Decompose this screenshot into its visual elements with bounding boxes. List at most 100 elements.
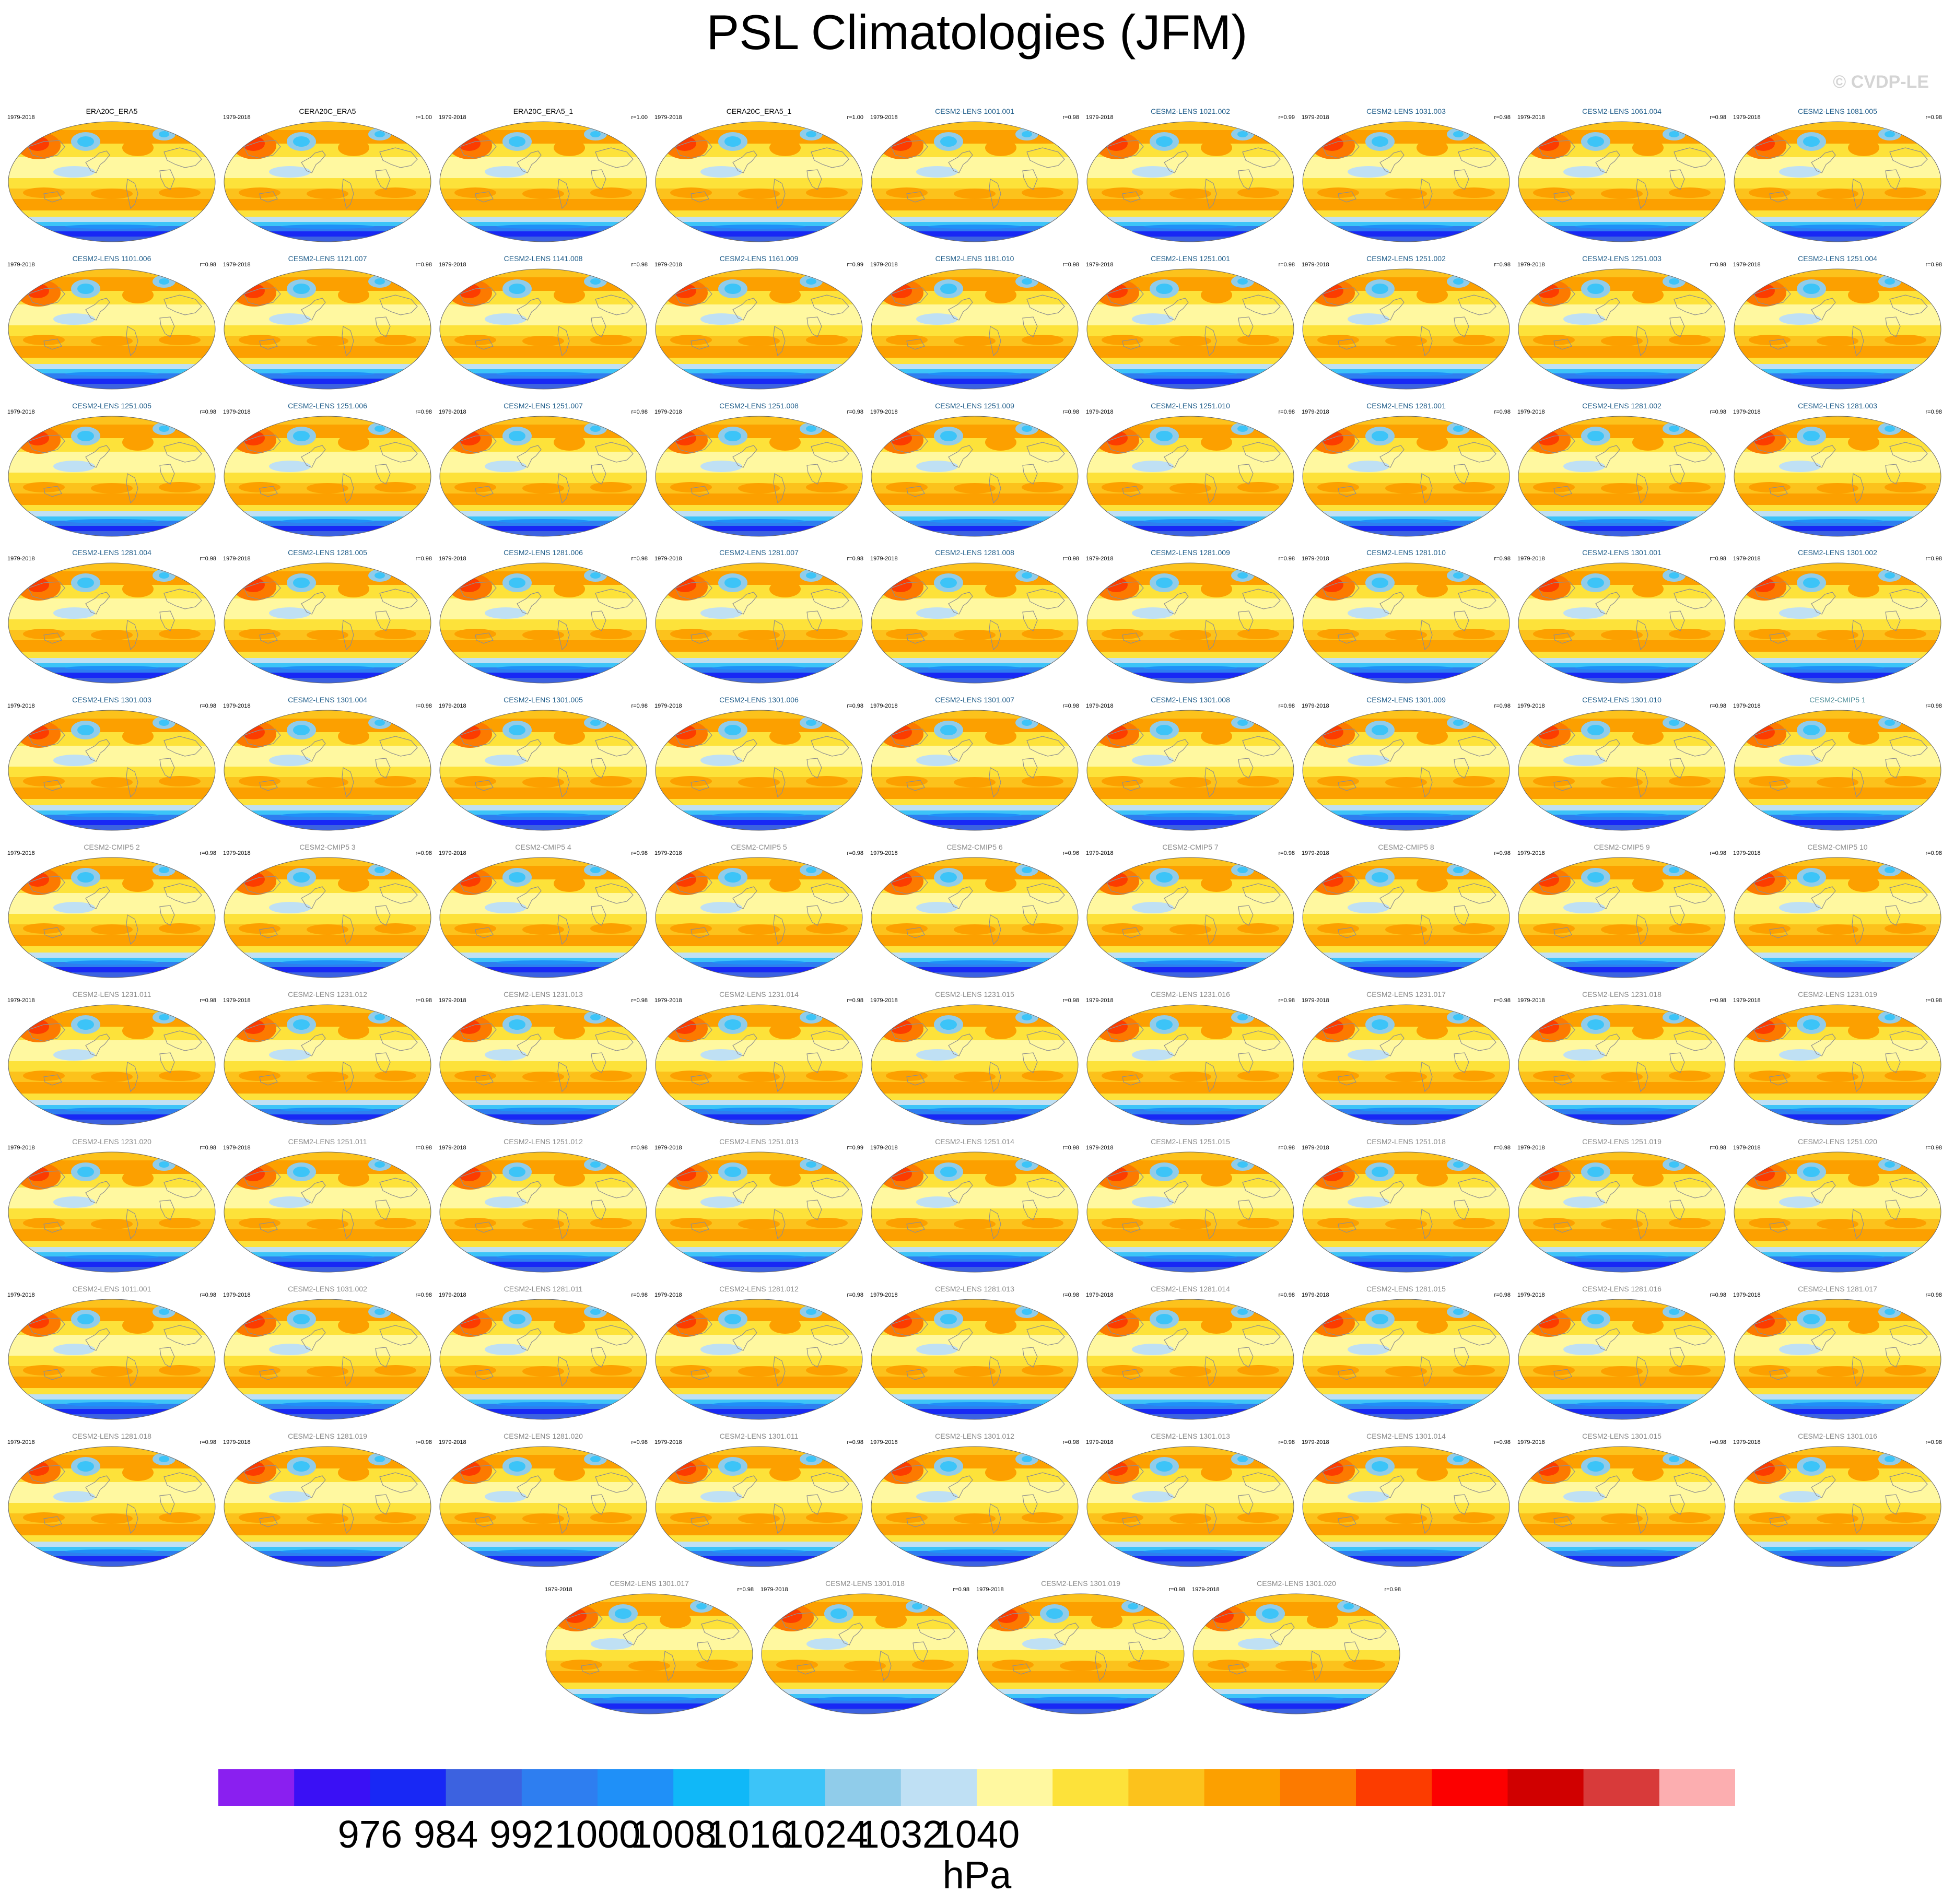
psl-map bbox=[8, 857, 216, 978]
panel-title: CESM2-CMIP5 1 bbox=[1809, 696, 1866, 704]
panel-title: CESM2-LENS 1251.011 bbox=[288, 1137, 367, 1146]
panel-correlation: r=0.98 bbox=[847, 1292, 864, 1298]
panel-title: CESM2-LENS 1231.015 bbox=[935, 990, 1014, 998]
map-panel: CESM2-CMIP5 4 1979-2018 r=0.98 bbox=[439, 843, 648, 980]
map-panel: CESM2-LENS 1251.009 1979-2018 r=0.98 bbox=[870, 402, 1079, 538]
panel-correlation: r=0.98 bbox=[415, 556, 432, 562]
psl-map bbox=[1086, 1151, 1294, 1273]
panel-title: CESM2-LENS 1281.010 bbox=[1366, 548, 1446, 557]
panel-correlation: r=0.98 bbox=[415, 1145, 432, 1151]
panel-title: CESM2-CMIP5 2 bbox=[84, 843, 140, 851]
map-panel: CESM2-CMIP5 2 1979-2018 r=0.98 bbox=[7, 843, 216, 980]
psl-map bbox=[224, 416, 431, 537]
panel-title: CESM2-LENS 1281.001 bbox=[1366, 402, 1446, 410]
panel-correlation: r=1.00 bbox=[415, 114, 432, 121]
panel-title: CESM2-LENS 1231.016 bbox=[1151, 990, 1230, 998]
map-panel: CESM2-LENS 1301.009 1979-2018 r=0.98 bbox=[1302, 696, 1511, 832]
psl-map bbox=[1086, 710, 1294, 831]
panel-title: CESM2-LENS 1081.005 bbox=[1798, 107, 1877, 115]
map-panel: CESM2-LENS 1251.020 1979-2018 r=0.98 bbox=[1733, 1137, 1942, 1274]
map-panel: CESM2-LENS 1231.012 1979-2018 r=0.98 bbox=[223, 990, 432, 1127]
panel-title: CESM2-LENS 1251.003 bbox=[1582, 254, 1662, 263]
panel-title: CESM2-LENS 1281.005 bbox=[288, 548, 367, 557]
colorbar-labels: 976 984 992 1000 1008 1016 1024 1032 1040 bbox=[0, 1812, 1954, 1859]
colorbar-tick-label: 1032 bbox=[858, 1813, 944, 1856]
psl-map bbox=[1086, 1004, 1294, 1125]
panel-period: 1979-2018 bbox=[439, 1145, 466, 1151]
panel-period: 1979-2018 bbox=[1733, 703, 1761, 709]
psl-map bbox=[655, 1299, 863, 1420]
panel-correlation: r=0.98 bbox=[1925, 1439, 1943, 1445]
panel-title: CESM2-LENS 1251.014 bbox=[935, 1137, 1014, 1146]
colorbar-segment bbox=[1507, 1769, 1584, 1806]
map-panel: CESM2-LENS 1281.020 1979-2018 r=0.98 bbox=[439, 1432, 648, 1569]
psl-map bbox=[439, 268, 647, 390]
panel-period: 1979-2018 bbox=[223, 262, 251, 268]
panel-period: 1979-2018 bbox=[7, 703, 35, 709]
map-panel: CESM2-LENS 1301.019 1979-2018 r=0.98 bbox=[976, 1579, 1185, 1716]
psl-map bbox=[1086, 1446, 1294, 1567]
psl-map bbox=[761, 1593, 969, 1714]
panel-period: 1979-2018 bbox=[1086, 114, 1114, 121]
panel-period: 1979-2018 bbox=[870, 409, 898, 415]
psl-map bbox=[1086, 416, 1294, 537]
panel-title: CESM2-LENS 1231.020 bbox=[72, 1137, 151, 1146]
psl-map bbox=[1734, 857, 1941, 978]
panel-period: 1979-2018 bbox=[439, 997, 466, 1004]
panel-period: 1979-2018 bbox=[1302, 114, 1329, 121]
panel-title: CESM2-LENS 1301.013 bbox=[1151, 1432, 1230, 1440]
panel-correlation: r=0.98 bbox=[1710, 262, 1727, 268]
psl-map bbox=[439, 857, 647, 978]
panel-correlation: r=0.98 bbox=[1925, 409, 1943, 415]
psl-map bbox=[8, 1151, 216, 1273]
panel-period: 1979-2018 bbox=[1086, 703, 1114, 709]
panel-title: CESM2-LENS 1251.006 bbox=[288, 402, 367, 410]
psl-map bbox=[1086, 121, 1294, 242]
panel-period: 1979-2018 bbox=[1517, 703, 1545, 709]
colorbar bbox=[218, 1769, 1735, 1806]
panel-period: 1979-2018 bbox=[870, 850, 898, 856]
panel-correlation: r=0.98 bbox=[1278, 556, 1295, 562]
panel-correlation: r=0.98 bbox=[1494, 1439, 1511, 1445]
colorbar-tick-label: 1008 bbox=[630, 1813, 717, 1856]
panel-title: CESM2-CMIP5 8 bbox=[1378, 843, 1434, 851]
panel-period: 1979-2018 bbox=[1192, 1586, 1220, 1593]
psl-map bbox=[224, 121, 431, 242]
panel-period: 1979-2018 bbox=[1086, 997, 1114, 1004]
psl-map bbox=[1734, 268, 1941, 390]
panel-correlation: r=0.98 bbox=[1278, 703, 1295, 709]
map-panel: CESM2-LENS 1281.005 1979-2018 r=0.98 bbox=[223, 548, 432, 685]
map-panel: CESM2-LENS 1281.017 1979-2018 r=0.98 bbox=[1733, 1285, 1942, 1421]
psl-map bbox=[224, 1004, 431, 1125]
panel-period: 1979-2018 bbox=[223, 703, 251, 709]
panel-period: 1979-2018 bbox=[654, 409, 682, 415]
colorbar-segment bbox=[1583, 1769, 1660, 1806]
panel-period: 1979-2018 bbox=[1733, 409, 1761, 415]
map-panel: CESM2-LENS 1301.016 1979-2018 r=0.98 bbox=[1733, 1432, 1942, 1569]
panel-correlation: r=0.98 bbox=[953, 1586, 970, 1593]
panel-period: 1979-2018 bbox=[654, 262, 682, 268]
psl-map bbox=[1302, 416, 1510, 537]
map-panel: CESM2-LENS 1281.011 1979-2018 r=0.98 bbox=[439, 1285, 648, 1421]
panel-correlation: r=0.98 bbox=[631, 556, 648, 562]
psl-map bbox=[8, 1446, 216, 1567]
map-panel: CESM2-LENS 1281.016 1979-2018 r=0.98 bbox=[1517, 1285, 1726, 1421]
panel-title: CESM2-LENS 1251.007 bbox=[504, 402, 583, 410]
psl-map bbox=[439, 562, 647, 684]
map-panel: CESM2-LENS 1251.002 1979-2018 r=0.98 bbox=[1302, 254, 1511, 391]
psl-map bbox=[1518, 710, 1726, 831]
panel-title: ERA20C_ERA5_1 bbox=[513, 107, 574, 115]
panel-correlation: r=0.98 bbox=[1278, 997, 1295, 1004]
panel-title: CESM2-LENS 1281.006 bbox=[504, 548, 583, 557]
panel-correlation: r=0.98 bbox=[1710, 409, 1727, 415]
panel-correlation: r=0.96 bbox=[1062, 850, 1080, 856]
map-panel: CESM2-LENS 1251.003 1979-2018 r=0.98 bbox=[1517, 254, 1726, 391]
psl-map bbox=[1734, 1151, 1941, 1273]
panel-title: CESM2-LENS 1301.009 bbox=[1366, 696, 1446, 704]
psl-map bbox=[871, 1004, 1079, 1125]
panel-correlation: r=0.98 bbox=[1494, 556, 1511, 562]
psl-map bbox=[655, 416, 863, 537]
panel-period: 1979-2018 bbox=[439, 409, 466, 415]
panel-period: 1979-2018 bbox=[1733, 114, 1761, 121]
panel-period: 1979-2018 bbox=[7, 1439, 35, 1445]
